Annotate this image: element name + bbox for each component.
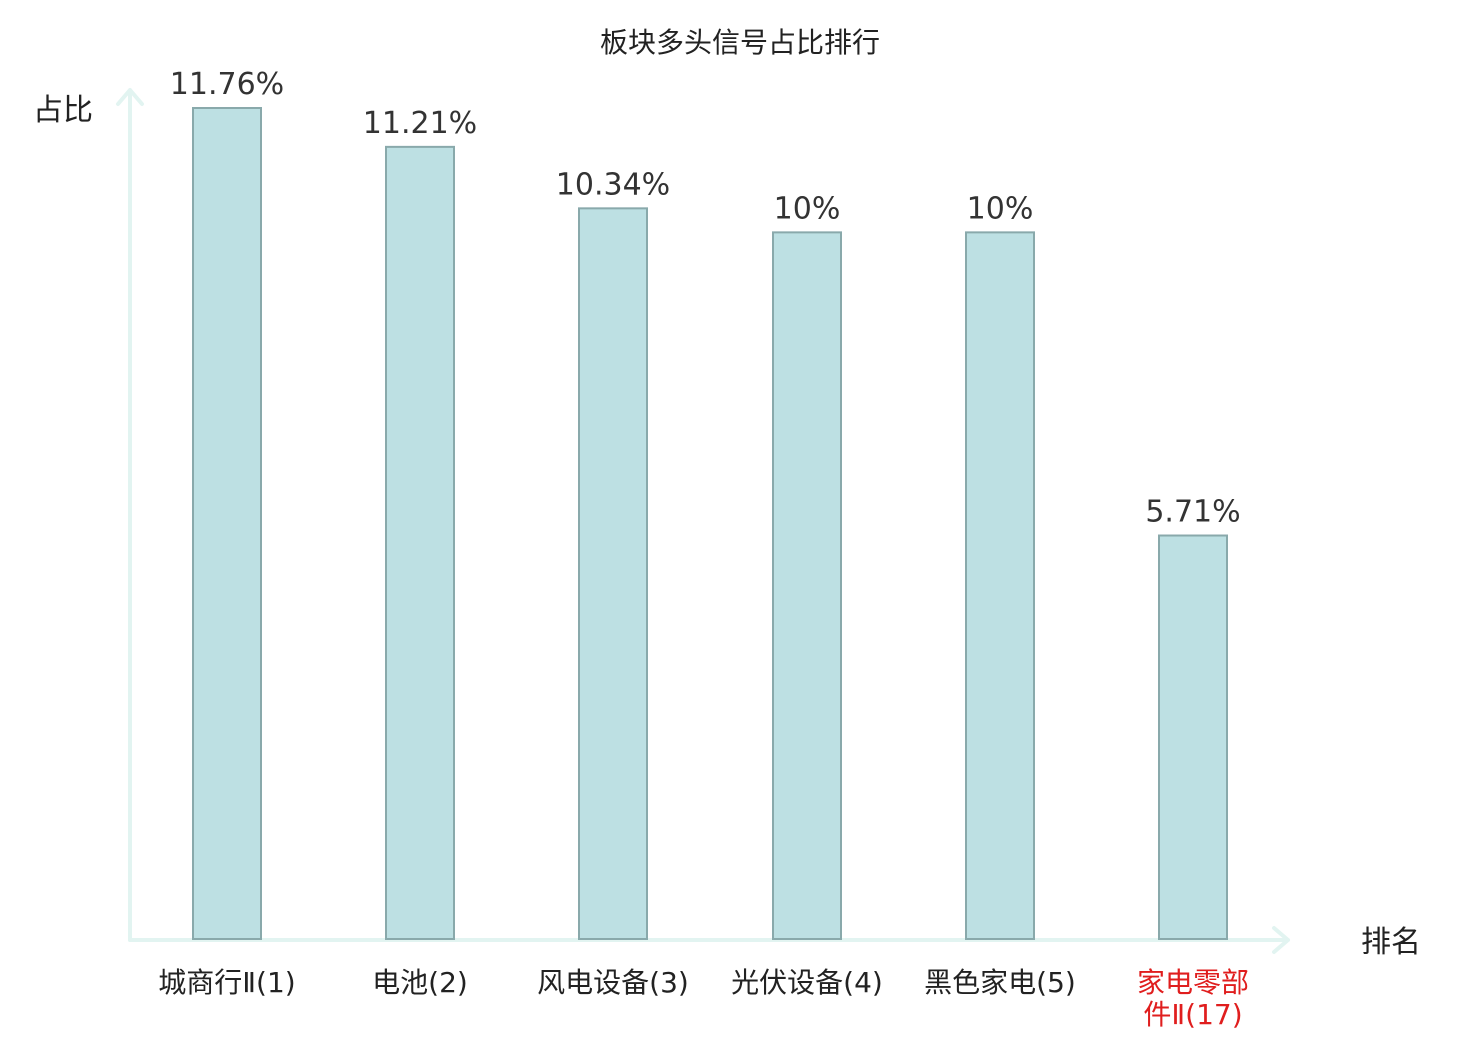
category-label-line: 件Ⅱ(17) [1143,998,1242,1031]
chart-title: 板块多头信号占比排行 [600,26,880,59]
category-label-line: 城商行Ⅱ(1) [158,966,295,999]
category-label: 风电设备(3) [537,966,689,999]
y-axis-title: 占比 [33,93,93,128]
category-label: 黑色家电(5) [924,966,1076,999]
category-label: 光伏设备(4) [731,966,883,999]
bar [192,107,262,940]
value-label: 11.21% [363,106,477,141]
y-axis-line [116,88,144,942]
category-label: 电池(2) [372,966,468,999]
bar [772,231,842,940]
bars-layer [192,107,1228,940]
category-label-line: 风电设备(3) [537,966,689,999]
bar [385,145,455,940]
bar [965,231,1035,940]
bar [578,207,648,940]
x-axis-line [128,926,1290,954]
category-label: 家电零部件Ⅱ(17) [1137,966,1249,1031]
value-labels-layer: 11.76% 11.21% 10.34% 10% 10% 5.71% [170,67,1241,530]
value-label: 10% [774,191,841,226]
bar [1158,534,1228,940]
category-label-line: 电池(2) [372,966,468,999]
value-label: 10.34% [556,167,670,202]
category-label-line: 黑色家电(5) [924,966,1076,999]
value-label: 10% [967,191,1034,226]
value-label: 11.76% [170,67,284,102]
category-label: 城商行Ⅱ(1) [158,966,295,999]
value-label: 5.71% [1145,495,1240,530]
category-label-line: 家电零部 [1137,966,1249,999]
x-axis-title: 排名 [1361,925,1421,960]
category-labels-layer: 城商行Ⅱ(1) 电池(2) 风电设备(3) 光伏设备(4) 黑色家电(5) 家电零部件Ⅱ(… [158,966,1249,1031]
category-label-line: 光伏设备(4) [731,966,883,999]
